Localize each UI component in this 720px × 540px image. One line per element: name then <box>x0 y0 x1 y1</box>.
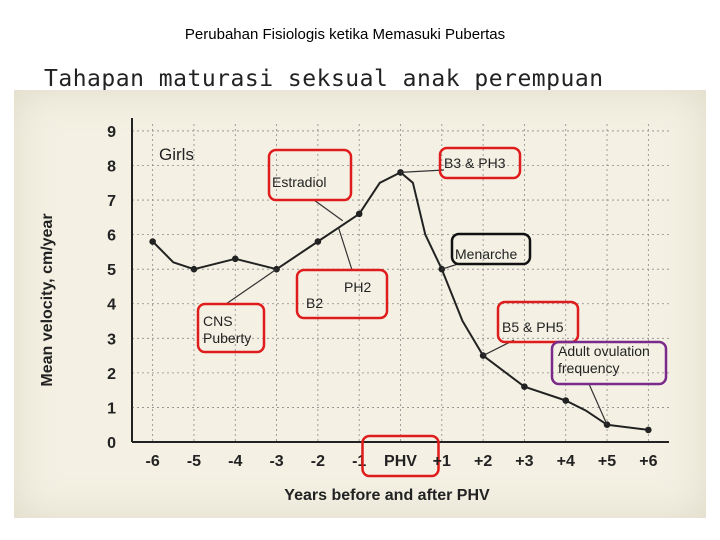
annotation-menarche: Menarche <box>441 232 532 270</box>
y-axis-label: Mean velocity, cm/year <box>39 213 56 386</box>
data-point <box>149 238 156 245</box>
annotation-label: B2 <box>306 295 323 311</box>
y-tick-label: 2 <box>107 366 116 383</box>
x-tick-label: -5 <box>187 453 201 470</box>
y-tick-label: 4 <box>107 297 116 314</box>
annotation-label: Estradiol <box>272 174 326 190</box>
x-tick-label: +6 <box>639 453 657 470</box>
x-tick-label: +1 <box>433 453 451 470</box>
x-tick-label: -4 <box>228 453 242 470</box>
y-tick-label: 7 <box>107 193 116 210</box>
x-tick-label: -3 <box>269 453 283 470</box>
y-tick-label: 3 <box>107 331 116 348</box>
x-tick-label: +2 <box>474 453 492 470</box>
series <box>149 169 652 434</box>
x-tick-label: +5 <box>598 453 616 470</box>
x-tick-labels: -6 -5 -4 -3 -2 -1 PHV +1 +2 +3 +4 +5 +6 <box>146 434 658 478</box>
annotation-box <box>550 340 668 386</box>
x-tick-label: -6 <box>146 453 160 470</box>
velocity-curve <box>151 171 649 431</box>
data-point <box>562 397 570 404</box>
phv-highlight-box <box>361 434 440 478</box>
annotation-label: Adult ovulation <box>558 343 650 359</box>
annotation-label: Menarche <box>455 246 517 262</box>
annotation-box <box>295 268 389 320</box>
annotation-label: CNS <box>203 313 233 329</box>
annotation-label: Puberty <box>203 330 251 346</box>
annotation-box <box>196 302 266 354</box>
y-tick-label: 1 <box>107 400 116 417</box>
annotation-b3-ph3: B3 & PH3 <box>400 146 522 180</box>
x-tick-label: +3 <box>515 453 533 470</box>
x-axis-label: Years before and after PHV <box>284 487 490 504</box>
annotation-label: B5 & PH5 <box>502 319 564 335</box>
data-point <box>355 210 363 218</box>
slide-subtitle: Tahapan maturasi seksual anak perempuan <box>44 66 604 92</box>
annotation-box <box>267 148 353 202</box>
data-point <box>603 421 611 429</box>
y-tick-label: 8 <box>107 158 116 175</box>
annotation-box <box>450 232 532 266</box>
y-tick-label: 0 <box>107 435 116 452</box>
annotation-estradiol: Estradiol <box>267 148 353 222</box>
growth-velocity-chart: 0 1 2 3 4 5 6 7 8 9 -6 -5 -4 -3 -2 -1 PHV +1 +2 +3 +4 +5 +6 E… <box>39 118 669 504</box>
annotation-box <box>438 146 522 180</box>
axes <box>131 118 669 443</box>
y-tick-label: 9 <box>107 124 116 141</box>
chart-title: Girls <box>159 145 194 164</box>
data-point <box>521 383 528 390</box>
annotation-pointer <box>400 169 445 173</box>
y-tick-labels: 0 1 2 3 4 5 6 7 8 9 <box>107 124 116 452</box>
data-point <box>314 238 322 245</box>
annotation-b5-ph5: B5 & PH5 <box>482 300 580 357</box>
x-tick-label: -2 <box>311 453 325 470</box>
annotation-label: frequency <box>558 360 619 376</box>
annotation-pointer <box>313 199 344 222</box>
annotation-pointer <box>588 383 608 425</box>
data-point <box>190 265 198 273</box>
x-tick-label: -1 <box>352 453 366 470</box>
annotation-pointer <box>337 227 353 271</box>
y-tick-label: 5 <box>107 262 116 279</box>
annotation-b2-ph2: B2 PH2 <box>295 227 389 320</box>
data-point <box>231 255 239 263</box>
annotation-pointer <box>225 268 277 305</box>
x-tick-label: PHV <box>384 453 417 470</box>
data-point <box>645 426 652 434</box>
chart-area: 0 1 2 3 4 5 6 7 8 9 -6 -5 -4 -3 -2 -1 PHV +1 +2 +3 +4 +5 +6 E… <box>14 90 706 518</box>
x-tick-label: +4 <box>557 453 575 470</box>
annotation-label: PH2 <box>344 279 371 295</box>
y-tick-label: 6 <box>107 228 116 245</box>
annotation-pointer <box>441 263 459 270</box>
slide-title: Perubahan Fisiologis ketika Memasuki Pub… <box>184 26 506 43</box>
annotations: Estradiol B3 & PH3 Menarche B2 PH2 CNSPuberty… <box>196 146 668 425</box>
annotation-label: B3 & PH3 <box>444 155 506 171</box>
annotation-box <box>496 300 580 344</box>
